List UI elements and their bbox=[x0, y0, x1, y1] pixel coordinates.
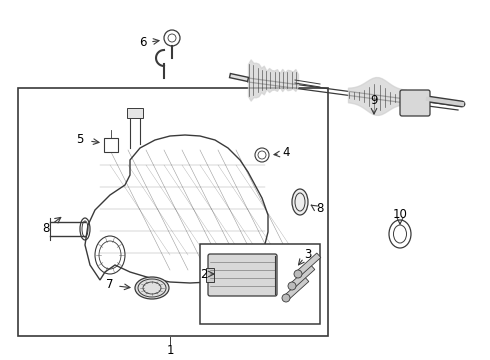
Polygon shape bbox=[296, 253, 321, 276]
Polygon shape bbox=[284, 277, 309, 300]
Text: 4: 4 bbox=[282, 145, 290, 158]
Ellipse shape bbox=[135, 277, 169, 299]
Ellipse shape bbox=[292, 189, 308, 215]
Text: 2: 2 bbox=[200, 267, 208, 280]
Bar bbox=[206, 268, 214, 282]
Circle shape bbox=[282, 294, 290, 302]
Text: 9: 9 bbox=[370, 94, 378, 107]
Bar bbox=[200, 244, 320, 324]
Text: 8: 8 bbox=[317, 202, 324, 215]
FancyBboxPatch shape bbox=[208, 254, 277, 296]
Text: 7: 7 bbox=[106, 278, 114, 291]
Polygon shape bbox=[290, 265, 315, 288]
FancyBboxPatch shape bbox=[400, 90, 430, 116]
Text: 10: 10 bbox=[392, 207, 408, 220]
Bar bbox=[127, 108, 143, 118]
Text: 8: 8 bbox=[42, 221, 49, 234]
Circle shape bbox=[288, 282, 296, 290]
Text: 6: 6 bbox=[139, 36, 147, 49]
Bar bbox=[18, 88, 328, 336]
Circle shape bbox=[294, 270, 302, 278]
Text: 3: 3 bbox=[304, 248, 312, 261]
Text: 1: 1 bbox=[166, 343, 174, 356]
Bar bbox=[104, 138, 118, 152]
Text: 5: 5 bbox=[76, 132, 84, 145]
